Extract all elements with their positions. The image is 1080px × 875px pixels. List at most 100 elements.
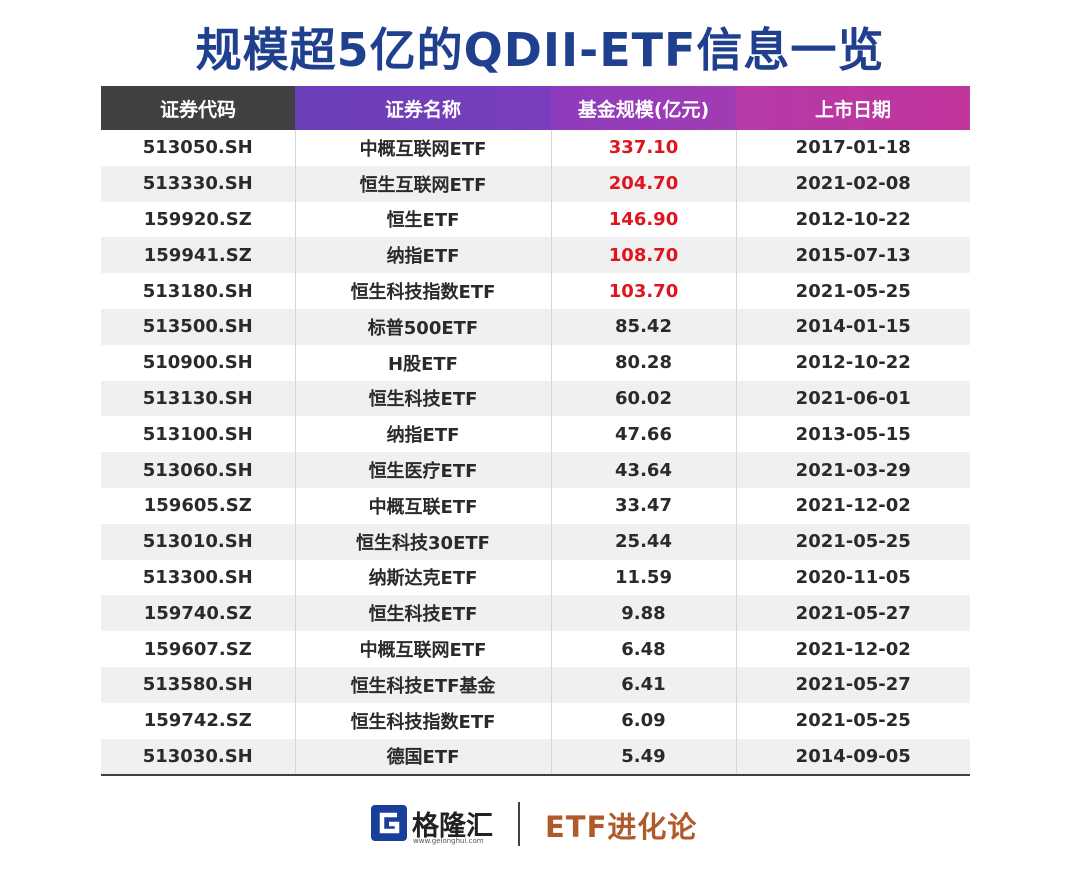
cell-code: 159605.SZ: [101, 487, 295, 524]
header-size: 基金规模(亿元): [551, 86, 736, 130]
cell-size: 80.28: [550, 344, 736, 381]
table-row: 159607.SZ 中概互联网ETF 6.48 2021-12-02: [101, 631, 970, 667]
cell-name: 恒生科技ETF: [294, 595, 551, 632]
cell-code: 513500.SH: [101, 308, 295, 345]
cell-size: 11.59: [550, 559, 736, 596]
cell-size: 47.66: [550, 416, 736, 453]
gelonghui-g-logo-icon: [371, 805, 407, 841]
cell-name: 恒生科技指数ETF: [294, 273, 551, 309]
cell-name: 标普500ETF: [294, 308, 551, 345]
table-row: 513580.SH 恒生科技ETF基金 6.41 2021-05-27: [101, 666, 970, 703]
cell-date: 2021-05-27: [735, 666, 970, 703]
cell-name: 恒生科技ETF基金: [294, 666, 551, 703]
cell-size: 6.41: [550, 666, 736, 703]
cell-name: 恒生医疗ETF: [294, 452, 551, 488]
cell-code: 513300.SH: [101, 559, 295, 596]
cell-date: 2021-05-27: [735, 595, 970, 632]
etf-table: 证券代码 证券名称 基金规模(亿元) 上市日期 513050.SH 中概互联网ET…: [101, 86, 970, 777]
cell-code: 513100.SH: [101, 416, 295, 453]
cell-code: 159920.SZ: [101, 201, 295, 238]
cell-name: 中概互联网ETF: [294, 130, 551, 166]
cell-size: 9.88: [550, 595, 736, 632]
table-row: 513060.SH 恒生医疗ETF 43.64 2021-03-29: [101, 452, 970, 488]
cell-date: 2021-05-25: [735, 273, 970, 309]
cell-code: 510900.SH: [101, 344, 295, 381]
cell-size: 103.70: [550, 273, 736, 309]
cell-size: 85.42: [550, 308, 736, 345]
table-row: 159941.SZ 纳指ETF 108.70 2015-07-13: [101, 237, 970, 274]
cell-date: 2015-07-13: [735, 237, 970, 274]
header-date: 上市日期: [736, 86, 970, 130]
cell-code: 159740.SZ: [101, 595, 295, 632]
cell-size: 43.64: [550, 452, 736, 488]
cell-code: 513030.SH: [101, 738, 295, 777]
cell-size: 6.09: [550, 702, 736, 739]
cell-name: 恒生科技30ETF: [294, 523, 551, 560]
logo-text: 格隆汇: [412, 811, 493, 842]
cell-date: 2021-05-25: [735, 523, 970, 560]
cell-date: 2014-01-15: [735, 308, 970, 345]
cell-name: H股ETF: [294, 344, 551, 381]
cell-code: 513330.SH: [101, 165, 295, 202]
page-title: 规模超5亿的QDII-ETF信息一览: [195, 23, 885, 77]
table-row: 159740.SZ 恒生科技ETF 9.88 2021-05-27: [101, 595, 970, 632]
table-row: 513180.SH 恒生科技指数ETF 103.70 2021-05-25: [101, 273, 970, 309]
cell-date: 2013-05-15: [735, 416, 970, 453]
cell-code: 513130.SH: [101, 380, 295, 417]
table-row: 513500.SH 标普500ETF 85.42 2014-01-15: [101, 308, 970, 345]
cell-code: 159941.SZ: [101, 237, 295, 274]
cell-date: 2020-11-05: [735, 559, 970, 596]
cell-name: 恒生科技ETF: [294, 380, 551, 417]
cell-date: 2021-12-02: [735, 631, 970, 667]
logo-url: www.gelonghui.com: [413, 837, 484, 845]
table-row: 510900.SH H股ETF 80.28 2012-10-22: [101, 344, 970, 381]
cell-name: 纳指ETF: [294, 237, 551, 274]
table-row: 159920.SZ 恒生ETF 146.90 2012-10-22: [101, 201, 970, 238]
cell-size: 33.47: [550, 487, 736, 524]
cell-size: 204.70: [550, 165, 736, 202]
cell-date: 2021-12-02: [735, 487, 970, 524]
table-row: 513030.SH 德国ETF 5.49 2014-09-05: [101, 738, 970, 777]
cell-date: 2017-01-18: [735, 130, 970, 166]
cell-size: 337.10: [550, 130, 736, 166]
cell-size: 60.02: [550, 380, 736, 417]
cell-date: 2021-03-29: [735, 452, 970, 488]
footer: 格隆汇 www.gelonghui.com ETF进化论: [0, 796, 1080, 852]
cell-size: 108.70: [550, 237, 736, 274]
table-header-row: 证券代码 证券名称 基金规模(亿元) 上市日期: [101, 86, 970, 130]
cell-code: 513180.SH: [101, 273, 295, 309]
table-row: 159742.SZ 恒生科技指数ETF 6.09 2021-05-25: [101, 702, 970, 739]
cell-name: 中概互联ETF: [294, 487, 551, 524]
cell-date: 2021-02-08: [735, 165, 970, 202]
header-code: 证券代码: [101, 86, 295, 130]
cell-date: 2014-09-05: [735, 738, 970, 777]
cell-name: 恒生互联网ETF: [294, 165, 551, 202]
cell-name: 恒生ETF: [294, 201, 551, 238]
table-row: 513130.SH 恒生科技ETF 60.02 2021-06-01: [101, 380, 970, 417]
cell-code: 513050.SH: [101, 130, 295, 166]
cell-name: 恒生科技指数ETF: [294, 702, 551, 739]
cell-code: 159607.SZ: [101, 631, 295, 667]
cell-size: 25.44: [550, 523, 736, 560]
table-row: 513330.SH 恒生互联网ETF 204.70 2021-02-08: [101, 165, 970, 202]
cell-name: 纳指ETF: [294, 416, 551, 453]
cell-date: 2012-10-22: [735, 344, 970, 381]
table-body: 513050.SH 中概互联网ETF 337.10 2017-01-18 513330.…: [101, 130, 970, 777]
table-row: 513300.SH 纳斯达克ETF 11.59 2020-11-05: [101, 559, 970, 596]
cell-code: 513060.SH: [101, 452, 295, 488]
cell-date: 2012-10-22: [735, 201, 970, 238]
cell-code: 159742.SZ: [101, 702, 295, 739]
cell-code: 513010.SH: [101, 523, 295, 560]
cell-code: 513580.SH: [101, 666, 295, 703]
cell-size: 5.49: [550, 738, 736, 777]
cell-name: 中概互联网ETF: [294, 631, 551, 667]
cell-name: 纳斯达克ETF: [294, 559, 551, 596]
cell-date: 2021-06-01: [735, 380, 970, 417]
table-row: 513050.SH 中概互联网ETF 337.10 2017-01-18: [101, 130, 970, 166]
cell-name: 德国ETF: [294, 738, 551, 777]
header-name: 证券名称: [295, 86, 551, 130]
brand-name: ETF进化论: [545, 810, 698, 844]
table-row: 513010.SH 恒生科技30ETF 25.44 2021-05-25: [101, 523, 970, 560]
footer-divider: [518, 802, 520, 846]
cell-size: 146.90: [550, 201, 736, 238]
